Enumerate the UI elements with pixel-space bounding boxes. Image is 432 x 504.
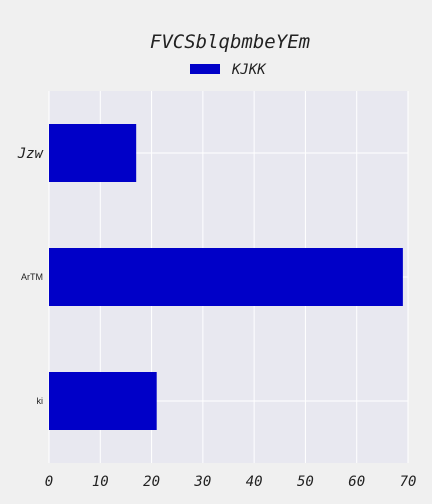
- bar-ki: [49, 372, 157, 430]
- x-tick-label: 60: [348, 474, 365, 490]
- bar-jzw: [49, 124, 137, 182]
- x-tick-label: 30: [193, 474, 211, 490]
- legend: KJKK: [190, 62, 267, 78]
- bar-artm: [49, 248, 403, 306]
- x-tick-label: 10: [92, 474, 109, 490]
- legend-label: KJKK: [231, 62, 267, 78]
- y-tick-label: Jzw: [17, 146, 44, 162]
- x-tick-label: 20: [143, 474, 160, 490]
- y-tick-label: ki: [37, 396, 44, 406]
- x-tick-label: 40: [246, 474, 263, 490]
- x-tick-label: 0: [45, 474, 53, 490]
- y-axis-ticks: Jzw ArTM ki: [17, 146, 44, 406]
- legend-swatch: [190, 64, 220, 74]
- chart-title: FVCSblqbmbeYEm: [150, 31, 310, 53]
- bars: [49, 124, 403, 430]
- x-tick-label: 50: [297, 474, 314, 490]
- y-tick-label: ArTM: [21, 272, 43, 282]
- x-tick-label: 70: [400, 474, 417, 490]
- x-axis-ticks: 0 10 20 30 40 50 60 70: [45, 474, 417, 490]
